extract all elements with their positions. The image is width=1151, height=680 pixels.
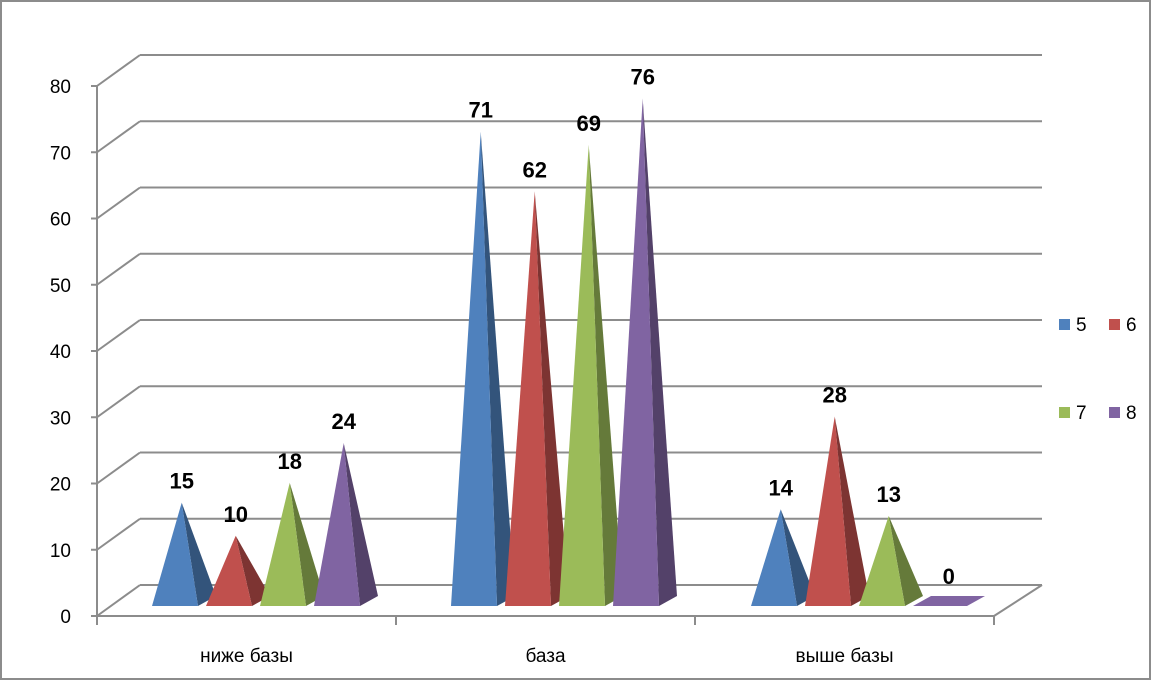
pyramid-5-1 [451, 131, 515, 606]
y-tick-label: 80 [50, 77, 71, 98]
pyramid-6-2 [805, 416, 869, 606]
legend-label: 6 [1126, 315, 1137, 336]
legend-item-8: 8 [1109, 403, 1137, 424]
data-label: 69 [576, 111, 600, 136]
pyramid-side-face [534, 191, 569, 606]
gridline-side-40 [96, 319, 141, 352]
pyramid-8-2 [913, 596, 985, 606]
data-label: 62 [522, 157, 546, 182]
legend-swatch [1059, 407, 1070, 418]
category-label: ниже базы [200, 646, 293, 667]
pyramid-front-face [559, 144, 605, 606]
y-tick-label: 70 [50, 143, 71, 164]
pyramid-front-face [206, 535, 252, 606]
pyramid-front-face [451, 131, 497, 606]
legend-item-5: 5 [1059, 315, 1087, 336]
y-tick-label: 20 [50, 475, 71, 496]
data-label: 10 [223, 502, 247, 527]
legend-label: 5 [1076, 315, 1087, 336]
data-labels: 15 71 14 10 62 28 18 69 13 24 76 0 [169, 65, 954, 590]
pyramid-front-face [505, 191, 551, 606]
pyramid-front-face [805, 416, 851, 606]
gridline-side-30 [96, 385, 141, 419]
gridline-side-10 [96, 517, 141, 551]
y-tick-label: 40 [50, 342, 71, 363]
pyramid-side-face [834, 416, 869, 606]
pyramid-side-face [235, 535, 270, 606]
gridline-side-0 [96, 584, 141, 617]
category-label: база [525, 646, 566, 667]
gridline-side-50 [96, 252, 141, 286]
y-tick-label: 0 [60, 607, 71, 628]
pyramid-front-face [152, 502, 198, 606]
gridline-side-70 [96, 120, 141, 154]
pyramid-side-face [343, 443, 378, 606]
pyramid-6-0 [206, 535, 270, 606]
pyramid-side-face [888, 515, 923, 606]
category-label: выше базы [795, 646, 893, 667]
pyramid-5-2 [751, 509, 815, 606]
floor-right-edge [993, 584, 1043, 617]
pyramid-front-face [260, 482, 306, 606]
data-label: 15 [169, 469, 193, 494]
data-label: 0 [943, 564, 955, 589]
pyramid-side-face [181, 502, 216, 606]
pyramid-side-face [289, 482, 324, 606]
pyramid-bars [152, 98, 985, 606]
pyramid-side-face [780, 509, 815, 606]
legend-swatch [1109, 407, 1120, 418]
data-label: 14 [768, 475, 793, 500]
gridline-side-60 [96, 186, 141, 220]
data-label: 71 [468, 98, 492, 123]
data-label: 76 [630, 65, 654, 90]
pyramid-front-face [859, 515, 905, 606]
pyramid-7-1 [559, 144, 623, 606]
y-tick-label: 50 [50, 276, 71, 297]
legend-item-6: 6 [1109, 315, 1137, 336]
legend-swatch [1109, 319, 1120, 330]
pyramid-side-face [642, 98, 677, 606]
y-tick-label: 60 [50, 210, 71, 231]
axes: 0 10 20 30 40 50 60 70 80 ниже базы база выше базы [50, 77, 1043, 667]
data-label: 13 [876, 482, 900, 507]
legend-swatch [1059, 319, 1070, 330]
pyramid-5-0 [152, 502, 216, 606]
pyramid-side-face [588, 144, 623, 606]
y-tick-label: 30 [50, 408, 71, 429]
data-label: 18 [277, 449, 301, 474]
legend-label: 8 [1126, 403, 1137, 424]
pyramid-front-face [613, 98, 659, 606]
legend: 5 6 7 8 [1059, 315, 1137, 424]
pyramid-8-1 [613, 98, 677, 606]
pyramid-flat-face [913, 596, 985, 606]
gridline-side-20 [96, 451, 141, 485]
pyramid-8-0 [314, 443, 378, 606]
legend-label: 7 [1076, 403, 1087, 424]
data-label: 24 [331, 409, 356, 434]
legend-item-7: 7 [1059, 403, 1087, 424]
pyramid-front-face [751, 509, 797, 606]
gridline-side-80 [96, 54, 141, 87]
pyramid-side-face [480, 131, 515, 606]
y-tick-label: 10 [50, 541, 71, 562]
data-label: 28 [822, 383, 846, 408]
pyramid-7-0 [260, 482, 324, 606]
pyramid-7-2 [859, 515, 923, 606]
pyramid-6-1 [505, 191, 569, 606]
pyramid-front-face [314, 443, 360, 606]
